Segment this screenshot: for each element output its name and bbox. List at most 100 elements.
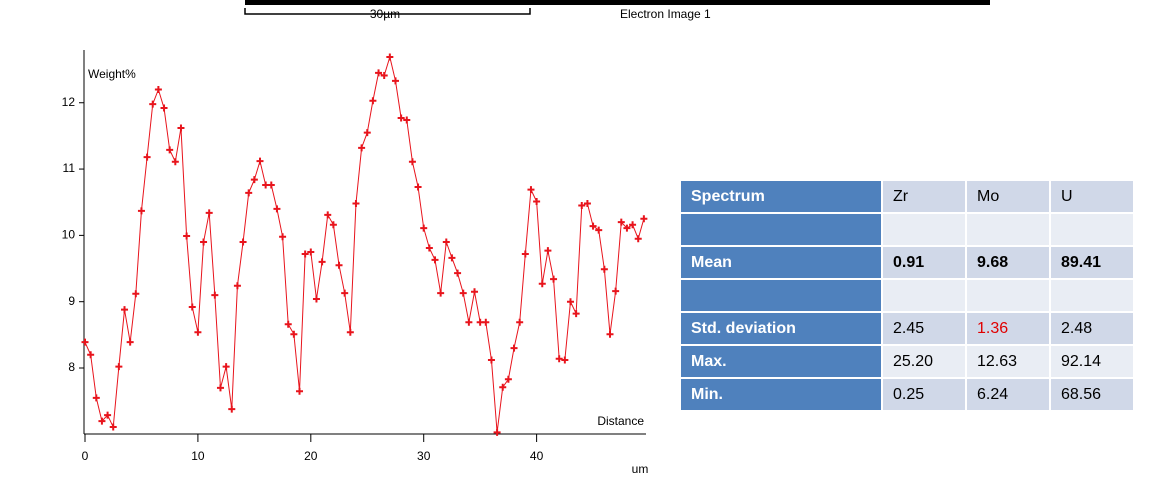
- data-point: [110, 424, 117, 431]
- x-axis-label: Distance: [597, 414, 644, 428]
- data-point: [93, 394, 100, 401]
- data-point: [144, 154, 151, 161]
- row-label: Min.: [680, 378, 882, 411]
- electron-image-strip: [245, 0, 990, 5]
- data-point: [499, 384, 506, 391]
- data-point: [561, 357, 568, 364]
- y-tick-label: 8: [68, 360, 75, 374]
- data-point: [268, 181, 275, 188]
- data-point: [567, 298, 574, 305]
- data-point: [211, 292, 218, 299]
- data-point: [539, 280, 546, 287]
- data-point: [189, 304, 196, 311]
- data-point: [601, 266, 608, 273]
- y-tick-label: 10: [62, 228, 76, 242]
- cell: 2.48: [1050, 312, 1134, 345]
- data-point: [228, 406, 235, 413]
- data-line: [85, 57, 644, 432]
- data-point: [635, 235, 642, 242]
- cell: 25.20: [882, 345, 966, 378]
- data-point: [448, 254, 455, 261]
- data-point: [640, 215, 647, 222]
- data-point: [471, 288, 478, 295]
- data-point: [194, 329, 201, 336]
- data-point: [279, 233, 286, 240]
- y-tick-label: 11: [63, 161, 76, 175]
- cell: 0.25: [882, 378, 966, 411]
- cell: 89.41: [1050, 246, 1134, 279]
- data-point: [285, 321, 292, 328]
- data-point: [87, 351, 94, 358]
- data-point: [313, 296, 320, 303]
- y-tick-label: 12: [62, 95, 76, 109]
- data-point: [330, 221, 337, 228]
- data-point: [516, 319, 523, 326]
- data-point: [206, 209, 213, 216]
- data-point: [364, 129, 371, 136]
- data-point: [183, 233, 190, 240]
- data-point: [166, 146, 173, 153]
- x-tick-label: 40: [530, 449, 544, 463]
- data-point: [336, 262, 343, 269]
- data-point: [352, 200, 359, 207]
- cell: 68.56: [1050, 378, 1134, 411]
- data-point: [341, 290, 348, 297]
- data-point: [426, 244, 433, 251]
- page: 30µm Electron Image 1 Weight% Distance u…: [0, 0, 1155, 478]
- data-point: [251, 176, 258, 183]
- data-point: [522, 250, 529, 257]
- data-point: [443, 239, 450, 246]
- data-point: [273, 205, 280, 212]
- cell: 92.14: [1050, 345, 1134, 378]
- data-point: [482, 319, 489, 326]
- data-point: [121, 306, 128, 313]
- data-point: [177, 124, 184, 131]
- data-point: [172, 158, 179, 165]
- data-point: [155, 86, 162, 93]
- cell: 12.63: [966, 345, 1050, 378]
- scale-label: 30µm: [370, 7, 400, 21]
- header-cell: Zr: [882, 180, 966, 213]
- data-point: [161, 105, 168, 112]
- stats-table: SpectrumZrMoU Mean0.919.6889.41 Std. dev…: [679, 179, 1135, 412]
- data-point: [392, 77, 399, 84]
- data-point: [612, 288, 619, 295]
- row-label: Max.: [680, 345, 882, 378]
- cell: 0.91: [882, 246, 966, 279]
- cell: 2.45: [882, 312, 966, 345]
- data-point: [590, 223, 597, 230]
- data-point: [223, 363, 230, 370]
- cell: 6.24: [966, 378, 1050, 411]
- data-point: [319, 258, 326, 265]
- data-point: [420, 225, 427, 232]
- data-point: [245, 189, 252, 196]
- data-point: [494, 429, 501, 436]
- data-point: [257, 158, 264, 165]
- header-cell: U: [1050, 180, 1134, 213]
- cell: 1.36: [966, 312, 1050, 345]
- y-tick-label: 9: [68, 294, 75, 308]
- x-tick-label: 0: [82, 449, 89, 463]
- data-point: [82, 339, 89, 346]
- x-tick-label: 30: [417, 449, 431, 463]
- data-point: [217, 384, 224, 391]
- data-point: [533, 198, 540, 205]
- data-point: [369, 97, 376, 104]
- data-point: [460, 290, 467, 297]
- data-point: [607, 331, 614, 338]
- data-point: [234, 282, 241, 289]
- data-point: [240, 239, 247, 246]
- data-point: [386, 53, 393, 60]
- y-axis-label: Weight%: [88, 67, 136, 81]
- data-point: [415, 183, 422, 190]
- data-point: [358, 144, 365, 151]
- row-label: Mean: [680, 246, 882, 279]
- data-point: [432, 256, 439, 263]
- data-point: [527, 186, 534, 193]
- data-point: [127, 339, 134, 346]
- data-point: [595, 227, 602, 234]
- data-point: [132, 290, 139, 297]
- data-point: [511, 345, 518, 352]
- x-tick-label: 10: [191, 449, 205, 463]
- data-point: [550, 276, 557, 283]
